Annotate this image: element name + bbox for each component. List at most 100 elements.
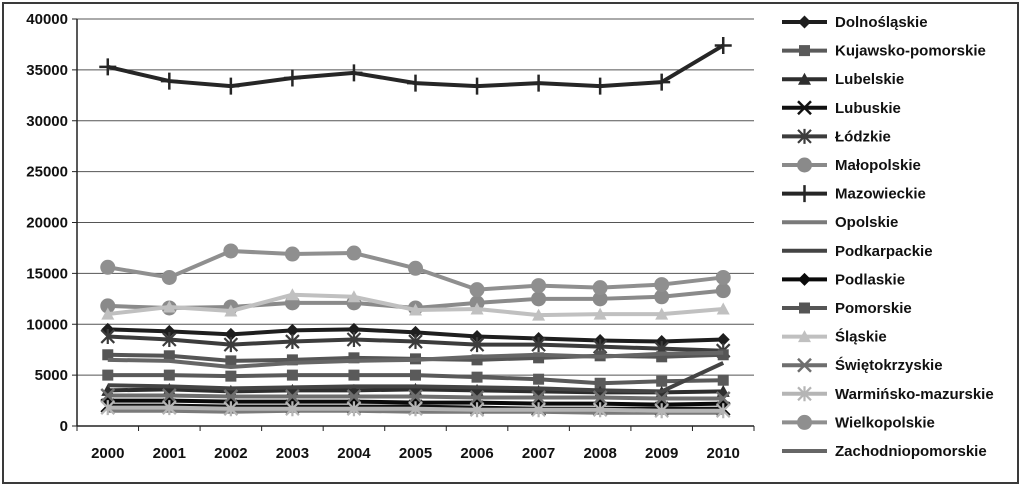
legend-entry-14: Wielkopolskie — [782, 414, 935, 431]
series-4-point-2007 — [531, 337, 546, 353]
series-4-point-2003 — [285, 334, 300, 350]
series-line-8 — [107, 361, 725, 394]
series-14-point-2005 — [408, 260, 423, 276]
series-10-point-2001 — [163, 350, 175, 362]
legend-label-6: Mazowieckie — [835, 186, 926, 203]
series-12-point-2005 — [408, 389, 423, 404]
series-10-point-2010 — [717, 349, 729, 361]
series-14-point-2008 — [592, 280, 608, 296]
legend-marker-12 — [797, 357, 812, 373]
legend-entry-5: Małopolskie — [782, 157, 921, 174]
legend-label-14: Wielkopolskie — [835, 414, 935, 431]
y-tick-label-10000: 10000 — [26, 316, 68, 333]
y-tick-label-30000: 30000 — [26, 113, 68, 130]
series-10-point-2009 — [656, 351, 668, 363]
legend-entry-9: Podlaskie — [782, 271, 905, 288]
series-1-point-2002 — [225, 370, 237, 382]
x-tick-label-2000: 2000 — [91, 445, 124, 462]
y-tick-label-5000: 5000 — [35, 367, 68, 384]
series-0-point-2010 — [716, 333, 730, 347]
series-0-point-2001 — [162, 324, 176, 338]
series-11-point-2005 — [409, 303, 422, 316]
legend-label-1: Kujawsko-pomorskie — [835, 43, 986, 60]
series-13-point-2005 — [408, 401, 423, 417]
series-10-point-2006 — [471, 354, 483, 366]
legend-label-2: Lubelskie — [835, 71, 904, 88]
series-11-point-2003 — [285, 288, 299, 301]
series-1 — [102, 369, 729, 389]
series-10-point-2004 — [348, 352, 360, 364]
series-6-point-2005 — [407, 74, 424, 92]
series-6-point-2000 — [99, 58, 117, 76]
legend-entry-15: Zachodniopomorskie — [782, 443, 987, 460]
series-13-point-2000 — [100, 400, 116, 416]
series-14-point-2007 — [531, 278, 547, 294]
legend-marker-10 — [799, 302, 810, 314]
series-13-point-2009 — [654, 403, 669, 419]
series-1-point-2006 — [471, 371, 483, 383]
series-6-point-2010 — [714, 36, 732, 54]
series-1-point-2003 — [286, 369, 298, 381]
legend-label-7: Opolskie — [835, 214, 898, 231]
series-12-point-2008 — [592, 390, 608, 405]
x-tick-label-2001: 2001 — [153, 445, 186, 462]
legend-entry-11: Śląskie — [782, 328, 887, 346]
y-tick-label-25000: 25000 — [26, 164, 68, 181]
y-tick-label-15000: 15000 — [26, 265, 68, 282]
series-5-point-2007 — [531, 291, 547, 307]
series-0-point-2004 — [347, 322, 361, 336]
x-tick-label-2004: 2004 — [337, 445, 371, 462]
series-6-point-2006 — [468, 77, 486, 95]
series-1-point-2001 — [163, 369, 175, 381]
series-13-point-2003 — [285, 401, 300, 417]
legend-label-9: Podlaskie — [835, 271, 905, 288]
legend-entry-6: Mazowieckie — [782, 185, 926, 203]
series-12-point-2007 — [531, 390, 546, 405]
series-0-point-2003 — [285, 323, 299, 337]
x-tick-label-2008: 2008 — [583, 445, 616, 462]
x-tick-label-2010: 2010 — [707, 445, 740, 462]
series-4-point-2001 — [162, 332, 177, 348]
line-chart: 0 5000 10000 15000 20000 25000 30000 35000 40000… — [26, 11, 994, 462]
series-12-point-2003 — [285, 389, 300, 404]
series-5-point-2009 — [654, 289, 670, 305]
legend-marker-13 — [797, 386, 812, 402]
series-10-point-2007 — [533, 352, 545, 364]
series-11-point-2010 — [716, 302, 730, 315]
series-13-point-2007 — [531, 402, 546, 418]
x-tick-label-2009: 2009 — [645, 445, 678, 462]
y-tick-label-20000: 20000 — [26, 215, 68, 232]
legend-label-11: Śląskie — [835, 328, 887, 346]
x-tick-label-2007: 2007 — [522, 445, 555, 462]
x-tick-label-2005: 2005 — [399, 445, 432, 462]
series-14-point-2006 — [469, 282, 485, 298]
series-10-point-2000 — [102, 349, 114, 361]
series-14 — [100, 243, 731, 298]
legend-label-4: Łódzkie — [835, 128, 891, 145]
series-12-point-2002 — [223, 389, 239, 404]
series-5-point-2000 — [100, 298, 116, 314]
series-6-point-2007 — [530, 74, 548, 92]
series-11-point-2004 — [347, 290, 361, 303]
legend-label-12: Świętokrzyskie — [835, 356, 943, 374]
legend-label-13: Warmińsko-mazurskie — [835, 386, 994, 403]
series-6-point-2008 — [591, 77, 609, 95]
legend-entry-13: Warmińsko-mazurskie — [782, 386, 994, 403]
legend-label-0: Dolnośląskie — [835, 14, 928, 31]
series-13 — [100, 400, 731, 419]
y-tick-label-0: 0 — [60, 418, 68, 435]
series-line-15 — [107, 350, 724, 369]
series-1-point-2008 — [594, 377, 606, 389]
series-14-point-2002 — [223, 243, 239, 259]
series-6 — [99, 36, 732, 95]
legend-label-3: Lubuskie — [835, 100, 901, 117]
legend-entry-7: Opolskie — [782, 214, 898, 231]
legend-marker-9 — [798, 272, 811, 286]
series-0-point-2005 — [409, 325, 422, 339]
series-0-point-2006 — [470, 329, 484, 343]
series-11-point-2002 — [224, 304, 238, 317]
series-13-point-2001 — [162, 400, 177, 416]
y-tick-label-35000: 35000 — [26, 62, 68, 79]
series-10-point-2002 — [225, 355, 237, 367]
legend-entry-8: Podkarpackie — [782, 243, 933, 260]
